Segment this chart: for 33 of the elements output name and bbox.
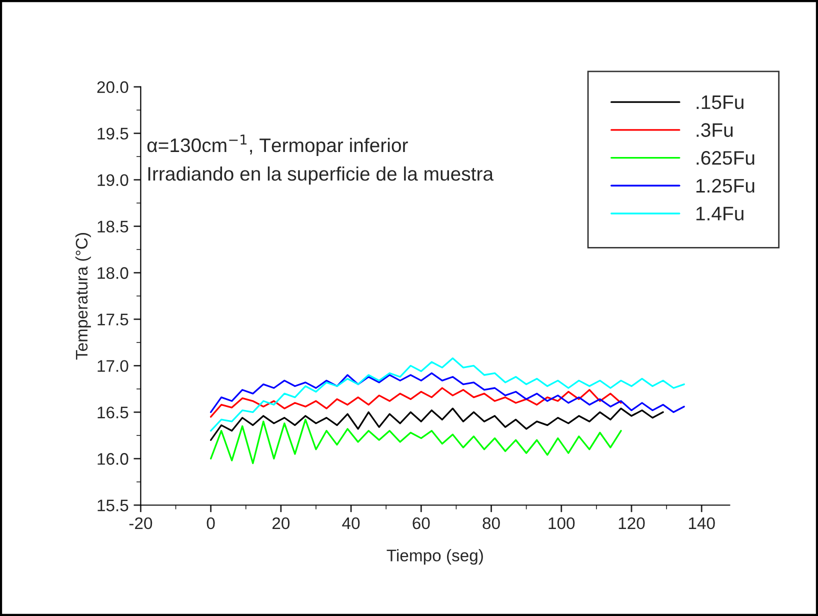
y-tick-label: 16.0 [98, 453, 128, 465]
x-axis-title: Tiempo (seg) [386, 549, 483, 565]
legend-label: .15Fu [696, 96, 744, 110]
x-tick-label: 60 [412, 517, 430, 530]
legend-label: 1.4Fu [696, 206, 744, 220]
line-series [210, 372, 685, 414]
line-series [210, 418, 622, 464]
legend-label: 1.25Fu [696, 178, 754, 193]
y-tick-label: 18.0 [98, 267, 128, 279]
x-tick-label: 120 [618, 517, 645, 530]
x-tick-label: 0 [206, 517, 215, 530]
annotation: α=130cm$^{−1}$, Termopar inferior [147, 134, 408, 156]
y-tick-label: 17.5 [98, 314, 128, 326]
y-tick-label: 15.5 [98, 500, 128, 512]
x-tick-label: -20 [129, 517, 152, 530]
y-tick-label: 19.5 [98, 128, 128, 140]
y-tick-label: 20.0 [97, 81, 128, 94]
legend-label: .625Fu [696, 151, 754, 165]
x-tick-label: 20 [272, 517, 290, 530]
x-tick-label: 80 [482, 517, 500, 530]
line-series [210, 408, 664, 441]
line-series [210, 387, 622, 418]
line-series [210, 357, 685, 432]
x-tick-label: 100 [548, 517, 575, 530]
y-tick-label: 16.5 [98, 406, 128, 418]
x-tick-label: 140 [688, 517, 715, 530]
y-axis-title: Temperatura (°C) [75, 233, 91, 360]
y-tick-label: 17.0 [98, 360, 128, 372]
legend-label: .3Fu [696, 123, 733, 137]
x-tick-label: 40 [342, 517, 360, 530]
annotation: Irradiando en la superficie de la muestra [148, 166, 494, 185]
y-tick-label: 18.5 [98, 220, 128, 232]
y-tick-label: 19.0 [98, 174, 128, 186]
